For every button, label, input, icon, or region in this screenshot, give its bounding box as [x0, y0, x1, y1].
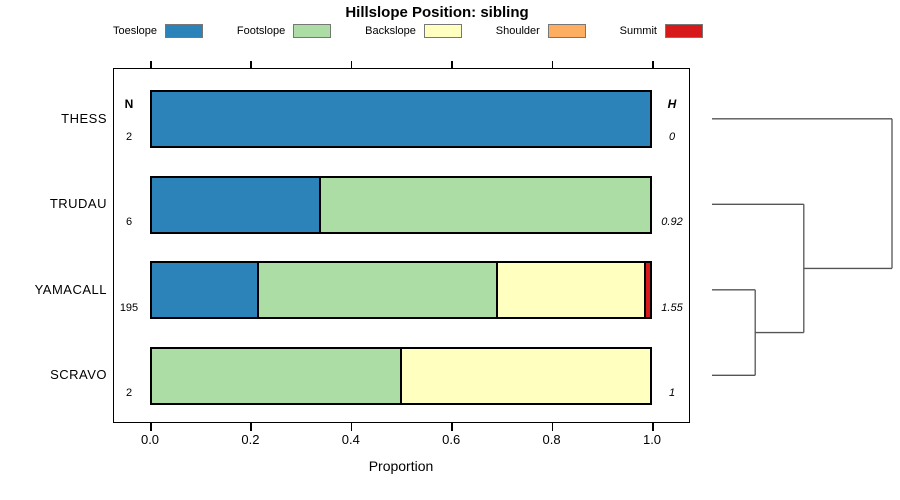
x-tick-top: [350, 61, 353, 68]
n-value: 6: [125, 216, 133, 228]
bar-row-yamacall: [150, 261, 652, 319]
legend-label: Shoulder: [495, 25, 540, 37]
bar-segment-backslope: [400, 348, 650, 403]
x-tick-label: 0.2: [241, 432, 260, 447]
n-column-header: N: [124, 97, 134, 111]
legend-item-shoulder: Shoulder: [496, 24, 586, 38]
legend-label: Summit: [619, 25, 657, 37]
legend-swatch-summit: [664, 24, 703, 38]
bar-segment-toeslope: [152, 92, 650, 146]
legend: Toeslope Footslope Backslope Shoulder Su…: [113, 24, 703, 38]
legend-swatch-toeslope: [165, 24, 204, 38]
bar-segment-footslope: [257, 263, 497, 317]
n-value: 2: [125, 387, 133, 399]
h-column-header: H: [667, 97, 677, 111]
y-axis-label-yamacall: YAMACALL: [34, 282, 107, 297]
x-tick: [652, 423, 654, 431]
x-tick: [250, 423, 252, 431]
x-tick-label: 0.8: [542, 432, 561, 447]
x-tick-top: [250, 61, 252, 68]
x-tick: [350, 423, 353, 431]
x-tick-label: 0.6: [442, 432, 461, 447]
y-axis-label-thess: THESS: [61, 111, 107, 126]
bar-row-trudau: [150, 175, 652, 234]
legend-swatch-footslope: [293, 24, 332, 38]
legend-label: Footslope: [236, 25, 286, 37]
n-value: 195: [119, 302, 139, 314]
x-tick: [551, 423, 554, 431]
bar-segment-summit: [644, 263, 650, 317]
legend-item-toeslope: Toeslope: [113, 24, 204, 38]
legend-item-summit: Summit: [620, 24, 703, 38]
chart-title: Hillslope Position: sibling: [345, 4, 529, 21]
bar-segment-toeslope: [152, 177, 320, 232]
x-tick-top: [451, 61, 453, 68]
legend-item-footslope: Footslope: [236, 24, 332, 38]
x-tick-top: [551, 61, 554, 68]
x-tick: [451, 423, 453, 431]
legend-swatch-backslope: [423, 24, 462, 38]
legend-swatch-shoulder: [547, 24, 586, 38]
x-tick-label: 0.0: [140, 432, 160, 447]
y-axis-label-trudau: TRUDAU: [49, 196, 107, 211]
n-value: 2: [125, 131, 133, 143]
legend-label: Backslope: [365, 25, 416, 37]
bar-segment-backslope: [496, 263, 645, 317]
h-value: 1.55: [661, 302, 683, 314]
h-value: 0.92: [661, 216, 683, 228]
legend-item-backslope: Backslope: [365, 24, 462, 38]
x-tick: [150, 423, 152, 431]
bar-segment-footslope: [152, 348, 400, 403]
legend-label: Toeslope: [113, 25, 158, 37]
x-tick-top: [150, 61, 152, 68]
h-value: 0: [668, 131, 676, 143]
bar-row-thess: [150, 90, 652, 148]
bar-row-scravo: [150, 346, 652, 405]
h-value: 1: [668, 387, 676, 399]
y-axis-label-scravo: SCRAVO: [50, 367, 107, 382]
x-tick-label: 0.4: [341, 432, 360, 447]
x-tick-label: 1.0: [642, 432, 662, 447]
x-axis-title: Proportion: [368, 458, 434, 474]
bar-segment-footslope: [319, 177, 650, 232]
x-tick-top: [652, 61, 654, 68]
bar-segment-toeslope: [152, 263, 258, 317]
